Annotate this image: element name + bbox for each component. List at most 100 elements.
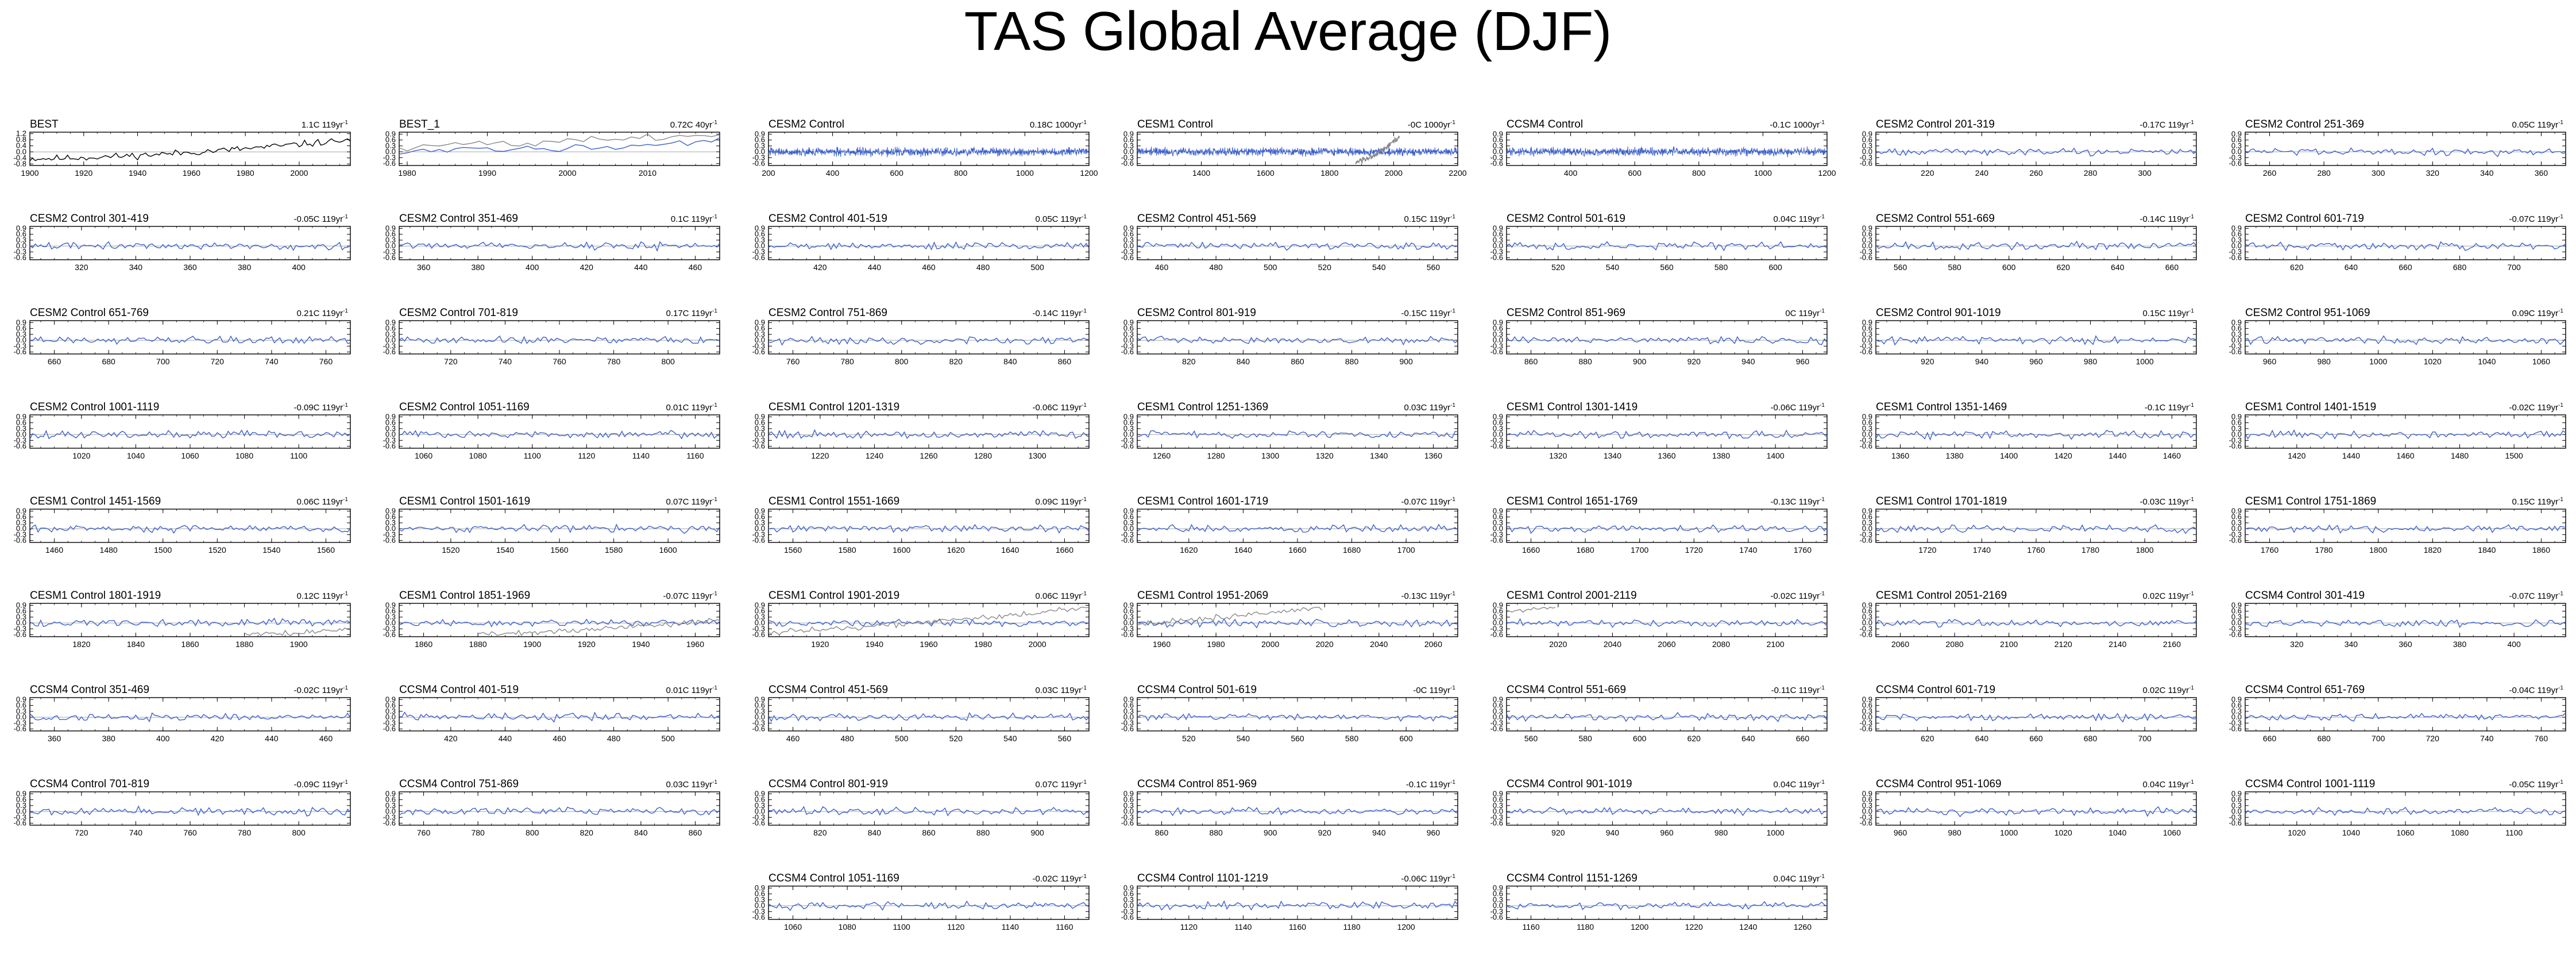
x-tick-label: 1980: [974, 640, 992, 649]
panel-title: CESM1 Control 1451-1569: [30, 495, 161, 507]
x-tick-label: 480: [840, 734, 854, 743]
panel: CCSM4 Control 351-469-0.02C 119yr-10.90.…: [14, 684, 350, 743]
x-tick-label: 1200: [1080, 168, 1098, 178]
x-tick-label: 1480: [2451, 451, 2469, 460]
x-tick-label: 400: [1564, 168, 1578, 178]
plot-frame: [768, 698, 1089, 731]
x-tick-label: 1380: [1712, 451, 1730, 460]
x-tick-label: 1540: [496, 545, 514, 555]
x-tick-label: 1800: [2136, 545, 2154, 555]
x-tick-label: 1040: [2478, 357, 2496, 366]
x-tick-label: 1020: [72, 451, 90, 460]
panel-trend: -0.14C 119yr-1: [1032, 308, 1087, 318]
x-tick-label: 660: [2165, 263, 2179, 272]
panel-title: CCSM4 Control 301-419: [2245, 590, 2365, 602]
x-tick-label: 1660: [1522, 545, 1540, 555]
series-line: [1137, 242, 1458, 251]
series-line: [1876, 241, 2196, 250]
panel-title: CESM2 Control 801-919: [1137, 307, 1256, 319]
x-tick-label: 880: [1345, 357, 1359, 366]
panel-title: CCSM4 Control 851-969: [1137, 778, 1257, 790]
x-tick-label: 1740: [1973, 545, 1991, 555]
x-tick-label: 520: [949, 734, 963, 743]
panel-trend: -0.03C 119yr-1: [2139, 496, 2194, 507]
panel: CESM1 Control 1201-1319-0.06C 119yr-10.9…: [752, 401, 1089, 460]
y-tick-label: -0.6: [14, 630, 26, 639]
y-tick-label: -0.6: [1121, 725, 1134, 733]
y-tick-label: -0.6: [383, 253, 396, 262]
panel-title: CCSM4 Control 1051-1169: [768, 872, 899, 884]
x-tick-label: 420: [444, 734, 458, 743]
x-tick-label: 660: [1796, 734, 1810, 743]
y-tick-label: -0.6: [1860, 442, 1872, 451]
x-tick-label: 880: [1209, 828, 1223, 837]
x-tick-label: 1080: [839, 922, 856, 931]
panel-trend: -0.05C 119yr-1: [2509, 779, 2563, 790]
y-tick-label: -0.6: [752, 348, 765, 356]
panel-trend: 0.05C 119yr-1: [2512, 120, 2563, 130]
x-tick-label: 1900: [290, 640, 308, 649]
plot-frame: [1507, 321, 1827, 354]
x-tick-label: 800: [661, 357, 675, 366]
panel-title: CESM2 Control: [768, 118, 844, 130]
y-tick-label: -0.6: [1490, 819, 1503, 827]
panel-title: CCSM4 Control 701-819: [30, 778, 149, 790]
x-tick-label: 1720: [1685, 545, 1703, 555]
x-tick-label: 1040: [2108, 828, 2126, 837]
x-tick-label: 1120: [1180, 922, 1198, 931]
panel: CCSM4 Control 851-969-0.1C 119yr-10.90.6…: [1121, 778, 1458, 837]
x-tick-label: 620: [2057, 263, 2071, 272]
series-line: [30, 525, 350, 533]
x-tick-label: 460: [1155, 263, 1169, 272]
x-tick-label: 480: [607, 734, 621, 743]
x-tick-label: 340: [2345, 640, 2358, 649]
x-tick-label: 360: [2535, 168, 2548, 178]
plot-frame: [768, 603, 1089, 637]
x-tick-label: 900: [1030, 828, 1044, 837]
panel-trend: 0.01C 119yr-1: [666, 685, 717, 695]
x-tick-label: 1920: [811, 640, 829, 649]
y-tick-label: -0.6: [1121, 442, 1134, 451]
series-line: [478, 618, 720, 636]
x-tick-label: 1300: [1261, 451, 1279, 460]
x-tick-label: 1060: [415, 451, 432, 460]
x-tick-label: 840: [1003, 357, 1017, 366]
x-tick-label: 800: [1692, 168, 1706, 178]
panel: CESM1 Control 1951-2069-0.13C 119yr-10.9…: [1121, 590, 1458, 649]
plot-frame: [768, 886, 1089, 919]
series-line: [2245, 148, 2566, 157]
plot-frame: [1137, 509, 1458, 542]
y-tick-label: -0.6: [14, 253, 26, 262]
x-tick-label: 1100: [893, 922, 910, 931]
y-tick-label: -0.6: [1490, 725, 1503, 733]
series-line: [768, 337, 1089, 345]
x-tick-label: 760: [2535, 734, 2548, 743]
panel-trend: 0.1C 119yr-1: [671, 214, 718, 224]
y-tick-label: -0.6: [1121, 630, 1134, 639]
x-tick-label: 840: [634, 828, 648, 837]
panel-trend: -0.1C 119yr-1: [2145, 402, 2195, 413]
x-tick-label: 1900: [523, 640, 541, 649]
x-tick-label: 500: [895, 734, 909, 743]
plot-frame: [2245, 509, 2566, 542]
x-tick-label: 820: [813, 828, 827, 837]
series-line: [1876, 619, 2196, 627]
series-line: [399, 134, 720, 151]
x-tick-label: 820: [949, 357, 963, 366]
x-tick-label: 1140: [1234, 922, 1252, 931]
panel-title: CESM2 Control 501-619: [1507, 213, 1625, 225]
panel-title: CESM1 Control 1301-1419: [1507, 401, 1637, 413]
x-tick-label: 800: [526, 828, 539, 837]
y-tick-label: -0.6: [2229, 442, 2242, 451]
x-tick-label: 680: [2084, 734, 2098, 743]
x-tick-label: 1520: [442, 545, 459, 555]
y-tick-label: -0.6: [752, 536, 765, 545]
x-tick-label: 1960: [686, 640, 704, 649]
x-tick-label: 1060: [2396, 828, 2414, 837]
x-tick-label: 980: [2317, 357, 2331, 366]
x-tick-label: 1580: [839, 545, 856, 555]
panel-title: CCSM4 Control 401-519: [399, 684, 519, 696]
